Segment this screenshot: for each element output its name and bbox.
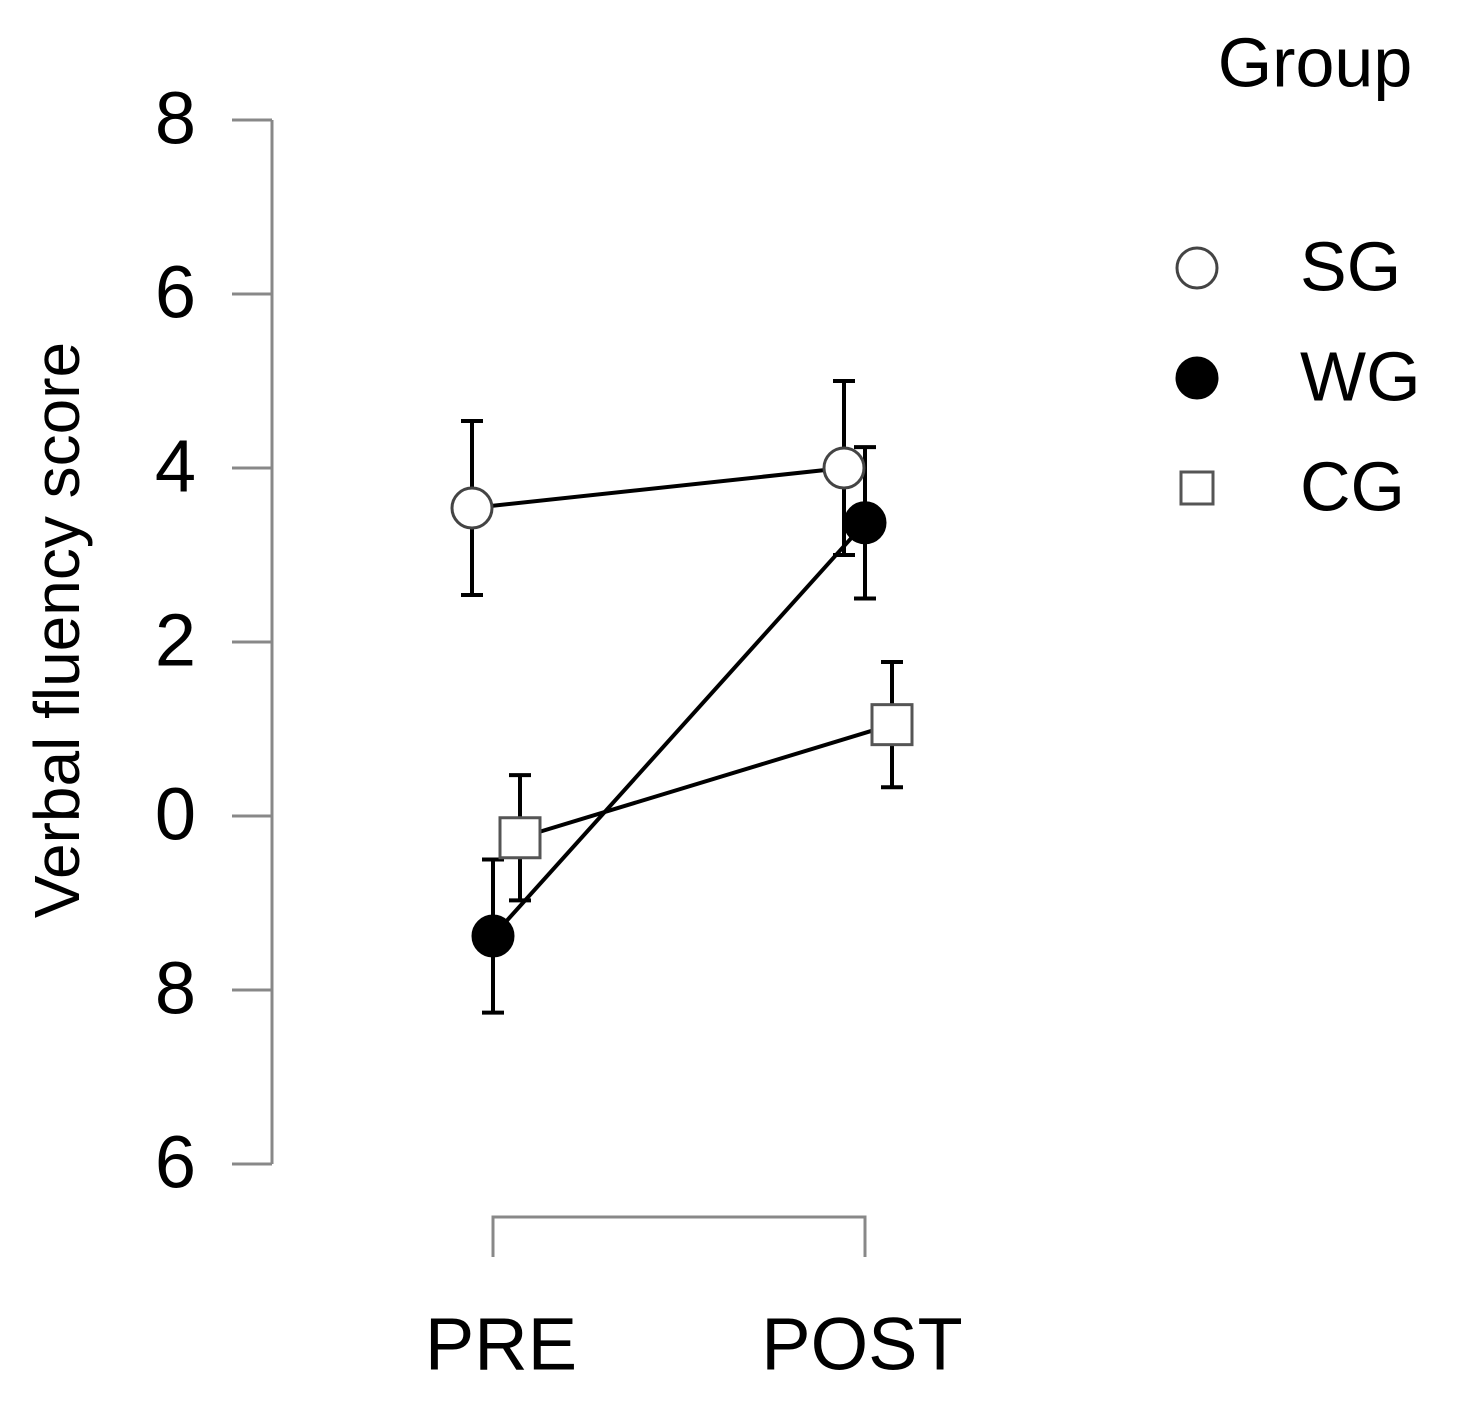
y-tick-label: 2 — [155, 599, 196, 682]
y-tick-label: 0 — [155, 773, 196, 856]
y-tick-label: 6 — [155, 1121, 196, 1204]
x-axis-line — [491, 1215, 867, 1257]
legend-marker — [1175, 356, 1219, 400]
point — [843, 501, 887, 545]
series-line — [471, 466, 845, 511]
point — [870, 703, 914, 747]
series-line — [491, 521, 867, 938]
point — [822, 446, 866, 490]
y-tick-label: 8 — [155, 947, 196, 1030]
legend-title: Group — [1218, 23, 1413, 101]
legend-label: CG — [1300, 447, 1405, 525]
legend-label: WG — [1300, 337, 1421, 415]
y-axis-label: Verbal fluency score — [21, 342, 93, 918]
series-line — [519, 722, 893, 840]
y-tick-label: 4 — [155, 425, 196, 508]
y-tick-label: 8 — [155, 77, 196, 160]
x-tick-label: POST — [761, 1303, 962, 1386]
legend-label: SG — [1300, 227, 1401, 305]
legend-marker — [1175, 246, 1219, 290]
y-tick-label: 6 — [155, 251, 196, 334]
legend-marker — [1179, 470, 1215, 506]
point — [471, 914, 515, 958]
x-tick-label: PRE — [425, 1303, 577, 1386]
point — [450, 486, 494, 530]
point — [498, 816, 542, 860]
